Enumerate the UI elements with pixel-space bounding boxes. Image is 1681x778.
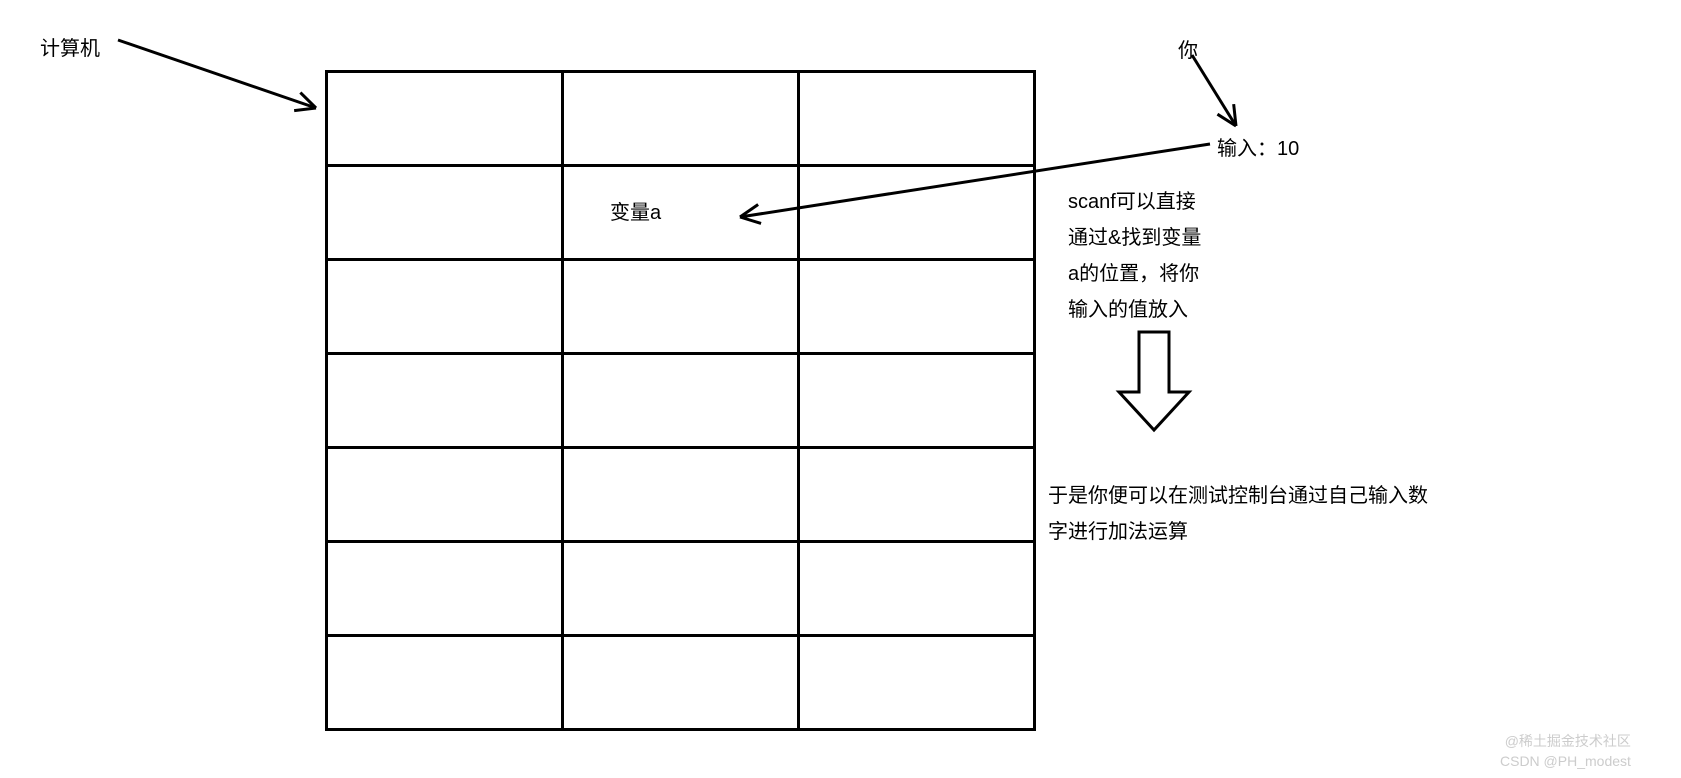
memory-cell [799, 542, 1035, 636]
memory-cell [563, 354, 799, 448]
result-line-1: 于是你便可以在测试控制台通过自己输入数 [1048, 478, 1428, 514]
memory-cell [327, 260, 563, 354]
memory-cell [327, 72, 563, 166]
label-you: 你 [1178, 34, 1198, 63]
watermark-line-2: CSDN @PH_modest [1500, 752, 1631, 772]
memory-cell [799, 448, 1035, 542]
arrow-computer-to-grid [118, 40, 316, 111]
memory-cell [327, 166, 563, 260]
memory-cell [799, 260, 1035, 354]
scanf-line-3: a的位置，将你 [1068, 256, 1201, 292]
scanf-explanation: scanf可以直接 通过&找到变量 a的位置，将你 输入的值放入 [1068, 184, 1201, 328]
scanf-line-4: 输入的值放入 [1068, 292, 1201, 328]
label-input: 输入：10 [1217, 132, 1299, 161]
down-arrow-icon [1119, 332, 1189, 430]
memory-cell [799, 72, 1035, 166]
memory-cell [327, 354, 563, 448]
scanf-line-1: scanf可以直接 [1068, 184, 1201, 220]
watermark: @稀土掘金技术社区 CSDN @PH_modest [1500, 732, 1631, 771]
memory-cell [327, 448, 563, 542]
memory-cell [563, 448, 799, 542]
scanf-line-2: 通过&找到变量 [1068, 220, 1201, 256]
memory-cell [563, 636, 799, 730]
result-line-2: 字进行加法运算 [1048, 514, 1428, 550]
result-explanation: 于是你便可以在测试控制台通过自己输入数 字进行加法运算 [1048, 478, 1428, 550]
memory-grid-table [325, 70, 1036, 731]
memory-cell [563, 260, 799, 354]
label-variable-a: 变量a [610, 196, 661, 225]
memory-cell [799, 636, 1035, 730]
label-computer: 计算机 [40, 32, 100, 61]
memory-cell [327, 542, 563, 636]
memory-cell [327, 636, 563, 730]
memory-cell [563, 166, 799, 260]
memory-cell [799, 354, 1035, 448]
memory-cell [799, 166, 1035, 260]
watermark-line-1: @稀土掘金技术社区 [1500, 732, 1631, 752]
arrow-you-to-input [1192, 55, 1236, 126]
memory-cell [563, 542, 799, 636]
memory-cell [563, 72, 799, 166]
